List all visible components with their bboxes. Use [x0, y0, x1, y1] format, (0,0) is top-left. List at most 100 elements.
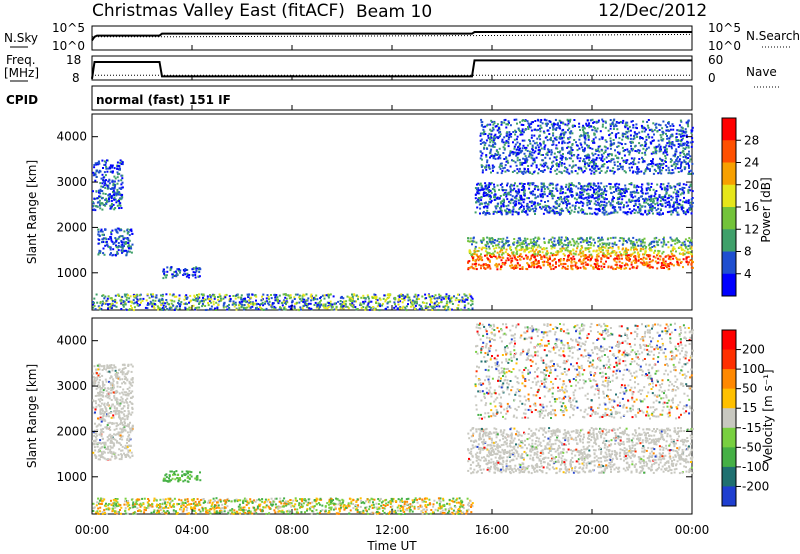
range-gate-cell: [499, 183, 502, 186]
noise-right-ytick-bottom: 10^0: [708, 39, 741, 53]
range-gate-cell: [667, 196, 670, 199]
range-gate-cell: [116, 164, 119, 167]
range-gate-cell: [597, 204, 600, 207]
range-gate-cell: [489, 254, 492, 257]
range-gate-cell: [605, 255, 608, 258]
range-gate-cell: [616, 211, 619, 214]
range-gate-cell: [533, 264, 536, 266]
range-gate-cell: [474, 197, 477, 200]
range-gate-cell: [604, 126, 607, 129]
range-gate-cell: [504, 242, 507, 245]
range-gate-cell: [271, 302, 274, 305]
range-gate-cell: [139, 298, 142, 301]
range-gate-cell: [641, 262, 644, 265]
range-gate-cell: [261, 295, 264, 298]
range-gate-cell: [538, 250, 541, 253]
range-gate-cell: [592, 138, 595, 141]
range-gate-cell: [518, 170, 521, 173]
range-gate-cell: [429, 295, 432, 298]
range-gate-cell: [210, 305, 213, 308]
range-gate-cell: [530, 129, 533, 132]
range-gate-cell: [415, 301, 418, 304]
range-gate-cell: [678, 246, 681, 249]
range-gate-cell: [184, 268, 187, 270]
range-gate-cell: [225, 305, 228, 308]
range-gate-cell: [548, 190, 551, 193]
range-gate-cell: [496, 239, 499, 242]
range-gate-cell: [657, 261, 660, 264]
range-gate-cell: [612, 128, 615, 130]
range-gate-cell: [586, 239, 588, 242]
range-gate-cell: [644, 205, 647, 208]
range-gate-cell: [625, 262, 627, 265]
range-gate-cell: [190, 306, 193, 309]
range-gate-cell: [547, 205, 550, 208]
range-gate-cell: [109, 164, 112, 167]
range-gate-cell: [687, 202, 690, 205]
range-gate-cell: [582, 158, 585, 161]
range-gate-cell: [558, 259, 560, 261]
range-gate-cell: [369, 306, 372, 309]
range-gate-cell: [332, 295, 335, 298]
range-gate-cell: [116, 246, 119, 249]
range-gate-cell: [128, 239, 131, 242]
range-gate-cell: [591, 159, 593, 162]
range-gate-cell: [512, 206, 515, 208]
range-gate-cell: [98, 199, 101, 202]
range-gate-cell: [436, 297, 439, 300]
range-gate-cell: [99, 170, 102, 173]
range-gate-cell: [517, 241, 520, 244]
range-gate-cell: [578, 125, 581, 128]
range-gate-cell: [169, 305, 172, 308]
range-gate-cell: [579, 142, 582, 145]
range-gate-cell: [676, 193, 679, 196]
range-gate-cell: [630, 263, 633, 266]
range-gate-cell: [633, 248, 635, 251]
range-gate-cell: [616, 151, 619, 154]
range-gate-cell: [114, 254, 117, 257]
range-gate-cell: [565, 247, 568, 250]
range-gate-cell: [321, 294, 324, 297]
range-gate-cell: [585, 157, 588, 160]
range-gate-cell: [655, 197, 658, 200]
range-gate-cell: [579, 187, 582, 190]
range-gate-cell: [539, 203, 542, 206]
range-gate-cell: [475, 188, 478, 191]
range-gate-cell: [561, 267, 564, 270]
range-gate-cell: [640, 247, 642, 250]
range-gate-cell: [620, 143, 623, 146]
range-gate-cell: [228, 308, 231, 311]
range-gate-cell: [614, 209, 617, 212]
range-gate-cell: [568, 240, 571, 243]
range-gate-cell: [590, 256, 593, 259]
range-gate-cell: [398, 294, 401, 297]
range-gate-cell: [686, 140, 689, 143]
range-gate-cell: [198, 268, 200, 271]
range-gate-cell: [127, 244, 130, 247]
range-gate-cell: [213, 293, 216, 296]
range-gate-cell: [637, 191, 640, 194]
range-gate-cell: [581, 201, 584, 204]
range-gate-cell: [381, 304, 384, 307]
range-gate-cell: [634, 258, 637, 261]
range-gate-cell: [549, 167, 552, 170]
range-gate-cell: [355, 308, 358, 311]
range-gate-cell: [102, 237, 105, 240]
range-gate-cell: [551, 254, 554, 257]
range-gate-cell: [479, 157, 482, 160]
range-gate-cell: [546, 205, 549, 208]
range-gate-cell: [282, 293, 285, 296]
range-gate-cell: [472, 267, 475, 270]
range-gate-cell: [523, 208, 525, 210]
range-gate-cell: [536, 137, 539, 140]
range-gate-cell: [400, 293, 403, 296]
range-gate-cell: [121, 174, 124, 177]
range-gate-cell: [684, 243, 687, 246]
range-gate-cell: [482, 210, 485, 213]
range-gate-cell: [142, 297, 145, 300]
range-gate-cell: [249, 302, 252, 305]
range-gate-cell: [192, 274, 194, 277]
range-gate-cell: [545, 207, 547, 210]
range-gate-cell: [684, 244, 687, 247]
range-gate-cell: [641, 183, 644, 186]
